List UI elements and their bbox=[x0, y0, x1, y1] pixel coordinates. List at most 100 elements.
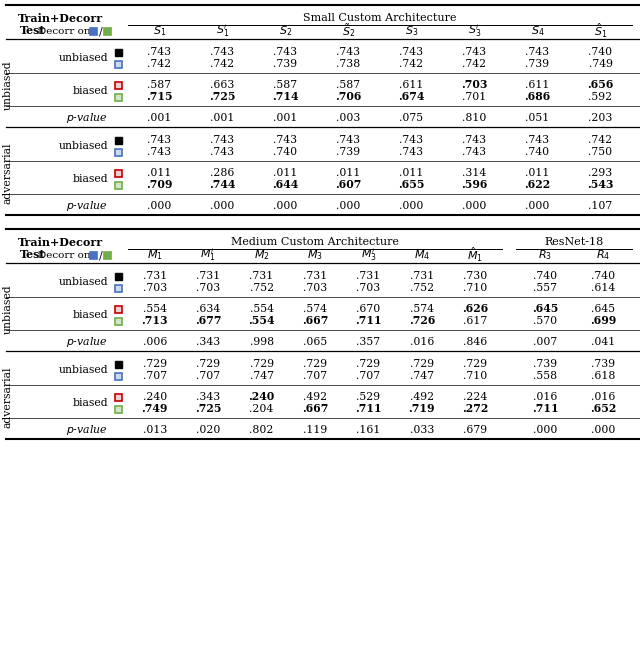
Bar bbox=[115, 94, 122, 100]
Text: .703: .703 bbox=[196, 283, 220, 293]
Text: .343: .343 bbox=[196, 337, 220, 347]
Text: .730: .730 bbox=[463, 271, 488, 281]
Text: .240: .240 bbox=[248, 391, 275, 403]
Text: .715: .715 bbox=[146, 92, 173, 103]
Bar bbox=[115, 373, 122, 379]
Text: .041: .041 bbox=[591, 337, 615, 347]
Text: .725: .725 bbox=[209, 92, 236, 103]
Text: .701: .701 bbox=[462, 92, 486, 102]
Text: Train+Decorr: Train+Decorr bbox=[17, 237, 102, 247]
Text: .051: .051 bbox=[525, 113, 550, 123]
Text: .611: .611 bbox=[399, 80, 424, 90]
Text: .710: .710 bbox=[463, 371, 488, 381]
Text: Test: Test bbox=[20, 249, 45, 261]
Text: .743: .743 bbox=[463, 47, 486, 57]
Text: .739: .739 bbox=[533, 359, 557, 369]
Text: .558: .558 bbox=[533, 371, 557, 381]
Text: .000: .000 bbox=[525, 201, 550, 211]
Bar bbox=[115, 182, 122, 188]
Text: .743: .743 bbox=[525, 135, 550, 145]
Text: .729: .729 bbox=[143, 359, 167, 369]
Text: .749: .749 bbox=[141, 403, 168, 415]
Bar bbox=[115, 285, 122, 291]
Text: $M_3'$: $M_3'$ bbox=[360, 247, 376, 263]
Text: .686: .686 bbox=[524, 92, 550, 103]
Text: .740: .740 bbox=[591, 271, 615, 281]
Text: .554: .554 bbox=[250, 304, 273, 314]
Text: .000: .000 bbox=[591, 425, 615, 435]
Text: .000: .000 bbox=[462, 201, 486, 211]
Text: .743: .743 bbox=[211, 47, 235, 57]
Text: $M_4$: $M_4$ bbox=[414, 248, 430, 262]
Text: .224: .224 bbox=[463, 392, 488, 402]
Text: unbiased: unbiased bbox=[58, 141, 108, 151]
Text: .731: .731 bbox=[410, 271, 434, 281]
Text: .729: .729 bbox=[196, 359, 220, 369]
Text: $R_4$: $R_4$ bbox=[596, 248, 610, 262]
Text: .596: .596 bbox=[461, 180, 488, 190]
Bar bbox=[115, 60, 122, 68]
Text: unbiased: unbiased bbox=[58, 53, 108, 63]
Text: .016: .016 bbox=[533, 392, 557, 402]
Text: .740: .740 bbox=[588, 47, 612, 57]
Text: .731: .731 bbox=[303, 271, 327, 281]
Text: ResNet-18: ResNet-18 bbox=[545, 237, 604, 247]
Text: .846: .846 bbox=[463, 337, 488, 347]
Text: Train+Decorr: Train+Decorr bbox=[17, 13, 102, 23]
Text: .075: .075 bbox=[399, 113, 424, 123]
Text: .752: .752 bbox=[410, 283, 434, 293]
Text: .011: .011 bbox=[399, 168, 424, 178]
Text: .679: .679 bbox=[463, 425, 487, 435]
Text: .000: .000 bbox=[336, 201, 361, 211]
Text: .644: .644 bbox=[273, 180, 299, 190]
Text: .587: .587 bbox=[273, 80, 298, 90]
Text: .293: .293 bbox=[588, 168, 612, 178]
Text: $S_1$: $S_1$ bbox=[153, 24, 166, 38]
Text: Small Custom Architecture: Small Custom Architecture bbox=[303, 13, 457, 23]
Text: .655: .655 bbox=[398, 180, 425, 190]
Text: .286: .286 bbox=[211, 168, 235, 178]
Text: .743: .743 bbox=[211, 147, 235, 157]
Text: .003: .003 bbox=[336, 113, 361, 123]
Text: .810: .810 bbox=[462, 113, 486, 123]
Text: .739: .739 bbox=[591, 359, 615, 369]
Text: /: / bbox=[99, 250, 103, 260]
Text: .743: .743 bbox=[463, 135, 486, 145]
Text: adversarial: adversarial bbox=[3, 142, 13, 204]
Text: .634: .634 bbox=[196, 304, 220, 314]
Text: .020: .020 bbox=[196, 425, 220, 435]
Text: .001: .001 bbox=[147, 113, 172, 123]
Text: .726: .726 bbox=[409, 316, 435, 326]
Text: .743: .743 bbox=[147, 47, 172, 57]
Text: .652: .652 bbox=[590, 403, 616, 415]
Text: .626: .626 bbox=[462, 304, 488, 314]
Bar bbox=[115, 82, 122, 88]
Text: Medium Custom Architecture: Medium Custom Architecture bbox=[231, 237, 399, 247]
Text: $p$-value: $p$-value bbox=[67, 111, 108, 125]
Bar bbox=[90, 251, 97, 259]
Text: biased: biased bbox=[72, 174, 108, 184]
Text: Test: Test bbox=[20, 25, 45, 36]
Bar bbox=[104, 251, 111, 259]
Text: .065: .065 bbox=[303, 337, 327, 347]
Bar bbox=[115, 273, 122, 279]
Text: .711: .711 bbox=[355, 316, 381, 326]
Text: .729: .729 bbox=[356, 359, 381, 369]
Text: .529: .529 bbox=[356, 392, 381, 402]
Text: .738: .738 bbox=[337, 59, 360, 69]
Text: $R_3$: $R_3$ bbox=[538, 248, 552, 262]
Text: .645: .645 bbox=[591, 304, 615, 314]
Text: .614: .614 bbox=[591, 283, 615, 293]
Text: .749: .749 bbox=[589, 59, 612, 69]
Text: .710: .710 bbox=[463, 283, 488, 293]
Text: $S_1'$: $S_1'$ bbox=[216, 23, 229, 39]
Text: .709: .709 bbox=[147, 180, 173, 190]
Text: .674: .674 bbox=[398, 92, 425, 103]
Text: .000: .000 bbox=[211, 201, 235, 211]
Bar bbox=[90, 27, 97, 34]
Text: $p$-value: $p$-value bbox=[67, 335, 108, 349]
Text: .000: .000 bbox=[147, 201, 172, 211]
Text: .707: .707 bbox=[356, 371, 381, 381]
Text: .742: .742 bbox=[147, 59, 172, 69]
Text: $p$-value: $p$-value bbox=[67, 423, 108, 437]
